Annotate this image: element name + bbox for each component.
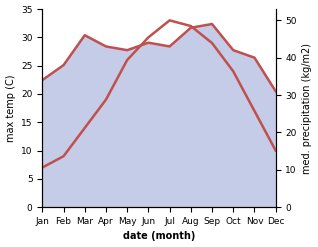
X-axis label: date (month): date (month) bbox=[123, 231, 195, 242]
Y-axis label: max temp (C): max temp (C) bbox=[5, 74, 16, 142]
Y-axis label: med. precipitation (kg/m2): med. precipitation (kg/m2) bbox=[302, 43, 313, 174]
